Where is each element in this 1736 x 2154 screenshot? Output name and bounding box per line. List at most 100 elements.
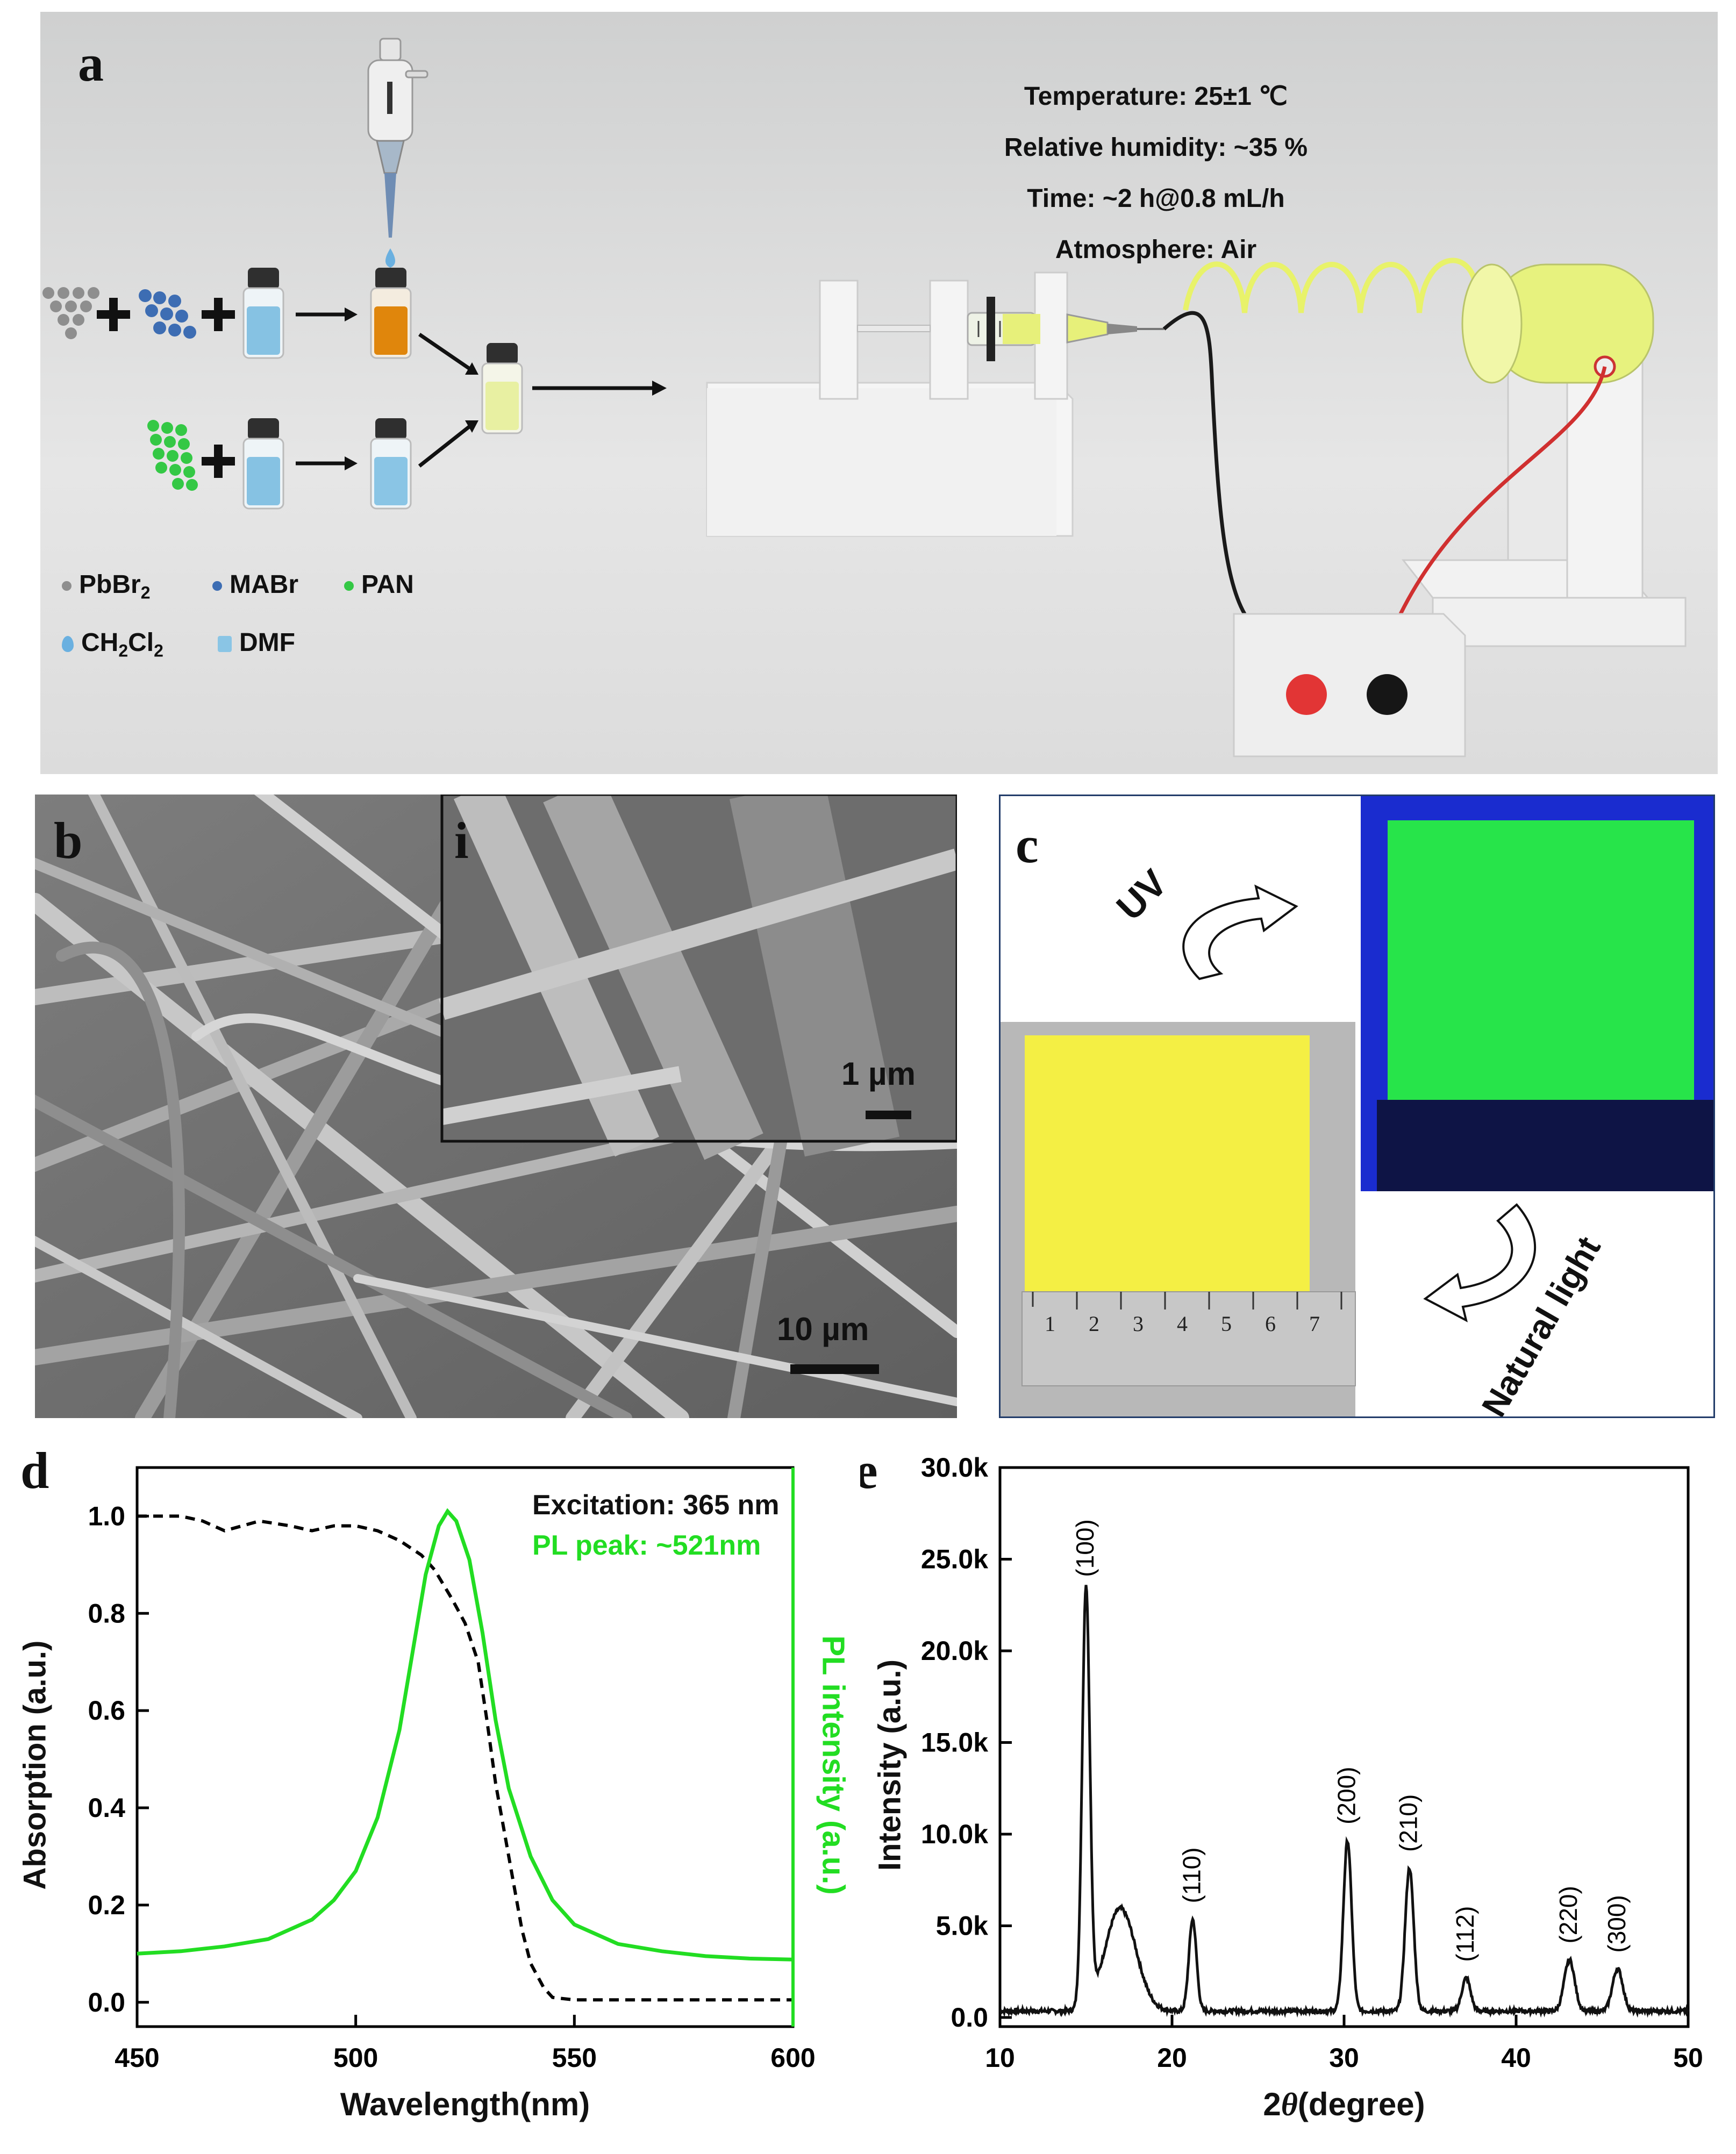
precursor-vial	[481, 343, 523, 434]
y-tick-label: 0.2	[88, 1890, 125, 1920]
peak-label: (110)	[1177, 1848, 1205, 1903]
absorption-pl-chart: 450 500 550 600 0.0 0.2 0.4 0.6 0.8 1.0	[88, 1466, 816, 2073]
pan-solution-vial	[370, 418, 412, 510]
panel-e-chart: 10 20 30 40 50 0.0 5.0k 10.0k 15.0k 20.0k 25.0k 30.…	[860, 1441, 1736, 2154]
x-axis-label: Wavelength(nm)	[340, 2086, 590, 2122]
x-tick-label: 20	[1157, 2043, 1187, 2073]
peak-label: (300)	[1603, 1895, 1631, 1952]
scale-label-inset: 1 µm	[841, 1056, 916, 1092]
orange-mixture-vial	[370, 268, 412, 359]
condition-temperature: Temperature: 25±1 ℃	[1024, 82, 1288, 111]
y-tick-label: 0.0	[951, 2002, 988, 2033]
panel-b-label: b	[54, 812, 83, 869]
y-tick-label: 20.0k	[921, 1636, 988, 1666]
ruler-number: 7	[1309, 1312, 1320, 1336]
legend-mabr: MABr	[230, 570, 298, 599]
plus-sign-1	[97, 298, 130, 331]
panel-c-label: c	[1016, 816, 1039, 874]
film-photos	[1001, 796, 1713, 1416]
pipette-icon	[367, 38, 428, 268]
pan-particles	[147, 420, 198, 491]
uv-arrow	[1182, 884, 1298, 981]
ruler-number: 1	[1045, 1312, 1055, 1336]
plus-sign-2	[202, 298, 235, 331]
scale-bar-main	[790, 1364, 879, 1374]
scale-label-main: 10 µm	[777, 1311, 869, 1347]
film-under-daylight	[1025, 1035, 1310, 1293]
arrow-2	[296, 456, 358, 470]
panel-c-photos: c UV Natural light 1 2 3 4 5 6 7	[999, 795, 1715, 1418]
peak-label: (210)	[1395, 1794, 1423, 1852]
panel-e-label: e	[860, 1442, 878, 1499]
peak-label: (100)	[1071, 1519, 1099, 1577]
ruler-number: 2	[1089, 1312, 1099, 1336]
ruler-number: 5	[1221, 1312, 1232, 1336]
x-axis-label: 2θ(degree)	[1263, 2086, 1425, 2122]
plus-sign-3	[202, 445, 235, 478]
pbbr2-dot-icon	[62, 581, 72, 591]
peak-label: (220)	[1554, 1886, 1582, 1943]
converge-arrows	[418, 333, 472, 468]
y-tick-label: 0.0	[88, 1987, 125, 2017]
legend-ch2cl2: CH2Cl2	[81, 628, 163, 661]
x-tick-label: 30	[1329, 2043, 1359, 2073]
ruler-number: 4	[1177, 1312, 1188, 1336]
x-tick-label: 10	[985, 2043, 1015, 2073]
droplet-icon	[62, 636, 74, 653]
sem-fibers-image	[35, 795, 957, 1418]
arrow-1	[296, 307, 358, 321]
y-axis-label: Intensity (a.u.)	[872, 1659, 908, 1871]
y-tick-label: 30.0k	[921, 1452, 988, 1483]
y-tick-label: 5.0k	[936, 1910, 989, 1941]
condition-time: Time: ~2 h@0.8 mL/h	[1027, 184, 1285, 213]
y-axis-label-right: PL intensity (a.u.)	[816, 1635, 851, 1895]
natural-light-arrow	[1423, 1203, 1537, 1322]
x-tick-label: 450	[115, 2043, 159, 2073]
x-tick-label: 550	[552, 2043, 597, 2073]
mabr-dot-icon	[212, 581, 222, 591]
x-tick-label: 50	[1673, 2043, 1703, 2073]
pan-dot-icon	[344, 581, 354, 591]
panel-a-label: a	[78, 34, 104, 92]
rotating-collector	[1401, 263, 1687, 647]
mabr-particles	[139, 289, 196, 339]
xrd-chart: 10 20 30 40 50 0.0 5.0k 10.0k 15.0k 20.0k 25.0k 30.…	[921, 1452, 1703, 2073]
y-tick-label: 1.0	[88, 1501, 125, 1531]
condition-atmosphere: Atmosphere: Air	[1055, 235, 1257, 264]
x-tick-label: 500	[333, 2043, 378, 2073]
condition-humidity: Relative humidity: ~35 %	[1004, 133, 1308, 162]
panel-b-sem: b i 1 µm 10 µm	[35, 795, 957, 1418]
sem-inset	[439, 795, 957, 1160]
inset-label: i	[454, 812, 469, 869]
legend-pbbr2-sub: 2	[140, 583, 151, 603]
ruler-number: 3	[1133, 1312, 1144, 1336]
legend-dmf: DMF	[239, 628, 295, 657]
y-axis-label-left: Absorption (a.u.)	[17, 1640, 53, 1890]
high-voltage-supply	[1233, 613, 1466, 757]
arrow-3	[532, 381, 667, 396]
xrd-pattern	[999, 1585, 1690, 2018]
y-tick-label: 0.8	[88, 1598, 125, 1628]
panel-a-illustration	[42, 38, 1687, 757]
dmf-vial-2	[242, 418, 284, 510]
plot-frame	[998, 1466, 1690, 2028]
fiber-jet	[1183, 257, 1478, 313]
ruler-number: 6	[1265, 1312, 1276, 1336]
annotation-excitation: Excitation: 365 nm	[532, 1490, 780, 1521]
absorption-series	[137, 1514, 793, 2002]
y-tick-label: 15.0k	[921, 1727, 988, 1757]
conditions-text: Temperature: 25±1 ℃ Relative humidity: ~…	[954, 71, 1358, 275]
x-tick-label: 40	[1501, 2043, 1531, 2073]
film-under-uv	[1388, 820, 1694, 1100]
black-wire	[1162, 311, 1247, 615]
red-wire	[1398, 366, 1607, 615]
panel-a: a Temperature: 25±1 ℃ Relative humidity:…	[40, 12, 1718, 774]
peak-label: (112)	[1451, 1906, 1479, 1962]
legend-pbbr2: PbBr	[79, 570, 141, 599]
ruler	[1021, 1291, 1356, 1386]
y-tick-label: 25.0k	[921, 1544, 988, 1574]
dmf-cube-icon	[218, 636, 232, 653]
annotation-pl-peak: PL peak: ~521nm	[532, 1530, 761, 1561]
panel-d-label: d	[20, 1442, 49, 1499]
x-tick-label: 600	[770, 2043, 815, 2073]
